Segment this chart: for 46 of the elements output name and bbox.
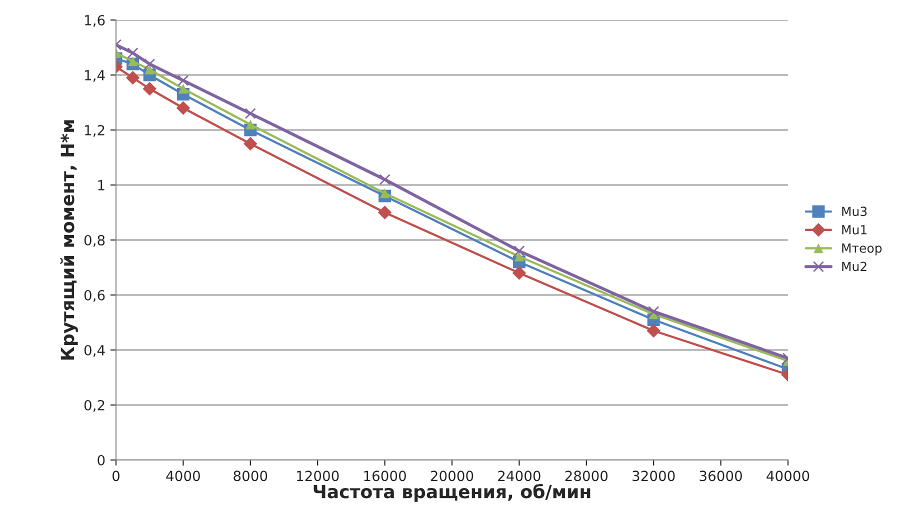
y-tick-label: 1,6 xyxy=(85,14,105,27)
x-tick-label: 40000 xyxy=(766,470,810,482)
point xyxy=(512,266,526,280)
y-tick-label: 0 xyxy=(98,454,105,466)
y-tick-label: 0,4 xyxy=(84,344,105,357)
y-tick-label: 1,4 xyxy=(85,70,105,82)
point xyxy=(244,136,258,151)
x-tick-label: 24000 xyxy=(498,470,540,482)
legend-label: Mтеор xyxy=(842,244,882,256)
legend-label: Mu2 xyxy=(842,262,866,272)
x-tick-label: 0 xyxy=(112,470,120,482)
legend-label: Mu3 xyxy=(842,206,867,216)
x-tick-label: 28000 xyxy=(565,470,608,482)
legend-label: Mu1 xyxy=(842,225,866,234)
point xyxy=(514,245,525,257)
point xyxy=(380,188,390,198)
x-tick-label: 8000 xyxy=(234,470,268,482)
point xyxy=(378,206,392,220)
point xyxy=(128,56,138,66)
point xyxy=(176,101,190,115)
x-tick-label: 12000 xyxy=(297,470,339,482)
point xyxy=(646,324,660,338)
point xyxy=(178,74,189,86)
x-axis-title: Частота вращения, об/мин xyxy=(314,484,590,502)
y-tick-label: 0,6 xyxy=(84,290,105,302)
point xyxy=(142,82,156,96)
point xyxy=(144,64,154,74)
x-tick-label: 20000 xyxy=(430,470,474,482)
y-tick-label: 1 xyxy=(98,180,104,190)
point xyxy=(246,120,256,130)
point xyxy=(648,306,660,318)
point xyxy=(178,84,188,94)
x-tick-label: 16000 xyxy=(364,470,406,482)
point xyxy=(514,252,524,262)
x-tick-label: 36000 xyxy=(700,470,742,482)
point xyxy=(126,70,140,85)
x-tick-label: 4000 xyxy=(166,470,200,482)
y-tick-label: 1,2 xyxy=(85,124,104,137)
y-tick-label: 0,2 xyxy=(84,400,104,412)
y-tick-label: 0,8 xyxy=(84,234,105,247)
point xyxy=(244,108,256,120)
x-tick-label: 32000 xyxy=(632,470,675,482)
point xyxy=(144,58,156,70)
point xyxy=(127,47,138,59)
y-axis-title: Крутящий момент, Н*м xyxy=(60,120,78,360)
point xyxy=(379,174,390,186)
